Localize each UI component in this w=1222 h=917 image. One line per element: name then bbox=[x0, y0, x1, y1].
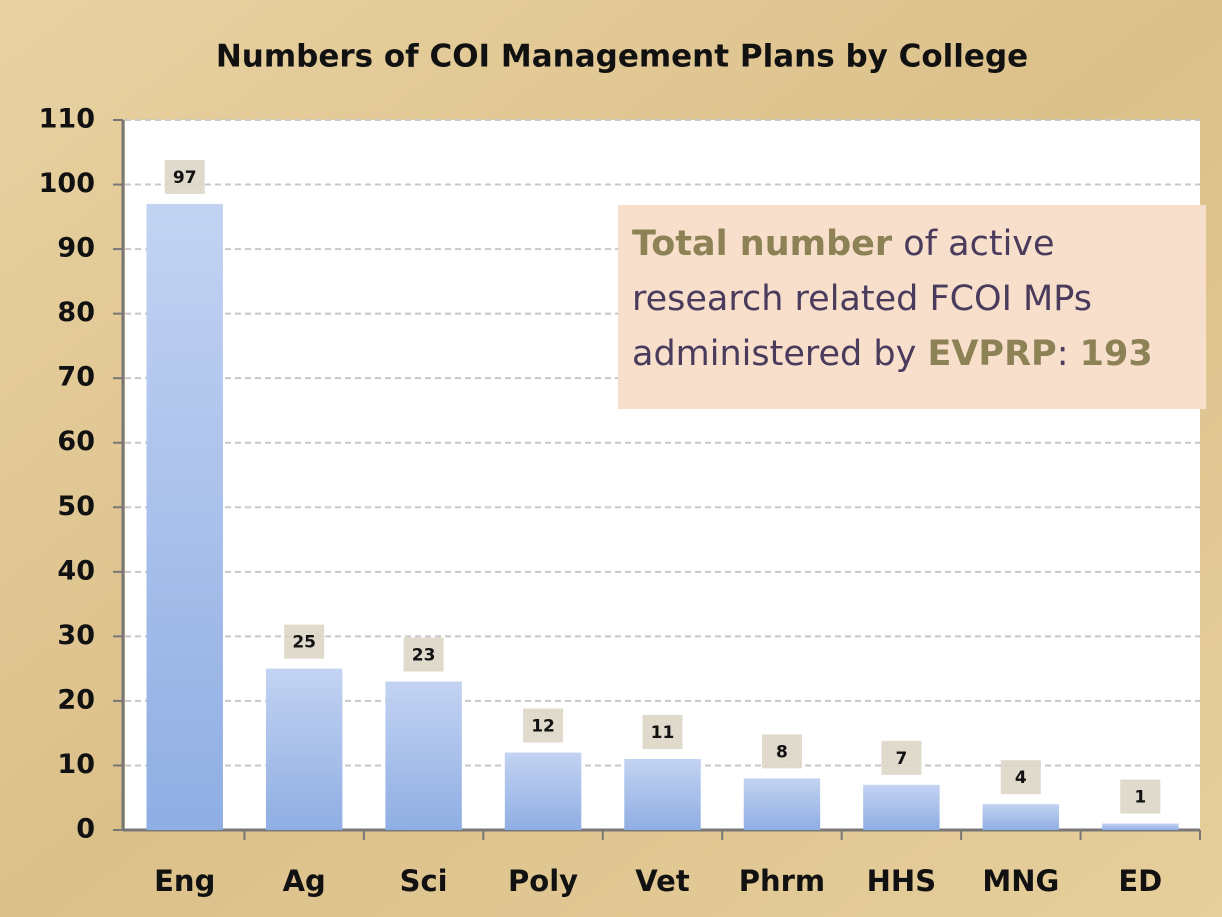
x-tick-label: Phrm bbox=[739, 864, 825, 898]
value-label-box bbox=[642, 715, 683, 749]
y-tick-label: 0 bbox=[76, 814, 95, 845]
bar bbox=[385, 681, 462, 830]
value-label-box bbox=[284, 624, 325, 659]
bar bbox=[863, 784, 940, 830]
value-label: 23 bbox=[412, 646, 436, 666]
bar bbox=[504, 752, 582, 830]
y-tick-label: 90 bbox=[57, 233, 95, 264]
annotation-text: Total number bbox=[632, 224, 893, 264]
bar bbox=[146, 203, 223, 831]
bar bbox=[1102, 823, 1179, 830]
y-tick-label: 70 bbox=[57, 362, 95, 393]
x-tick-label: ED bbox=[1118, 864, 1162, 898]
value-label-box bbox=[1000, 760, 1041, 795]
value-label: 11 bbox=[651, 723, 675, 743]
value-label: 8 bbox=[776, 742, 788, 762]
value-label-box bbox=[761, 734, 802, 769]
bar bbox=[743, 778, 821, 830]
value-label: 25 bbox=[292, 633, 316, 653]
y-tick-label: 50 bbox=[57, 491, 95, 522]
annotation-text: : bbox=[1056, 334, 1080, 374]
annotation-text: 193 bbox=[1079, 334, 1153, 374]
x-tick-label: MNG bbox=[982, 864, 1059, 898]
y-tick-label: 60 bbox=[57, 426, 95, 457]
x-tick-label: Eng bbox=[154, 864, 215, 898]
y-tick-label: 100 bbox=[39, 168, 95, 199]
y-tick-label: 20 bbox=[57, 684, 95, 715]
value-label-box bbox=[881, 740, 922, 775]
y-tick-label: 110 bbox=[39, 104, 95, 135]
bar bbox=[982, 804, 1060, 830]
annotation-text: EVPRP bbox=[927, 334, 1057, 374]
y-tick-label: 30 bbox=[57, 620, 95, 651]
value-label-box bbox=[1120, 779, 1161, 814]
value-label: 1 bbox=[1134, 788, 1146, 808]
x-tick-label: Sci bbox=[400, 864, 448, 898]
bar bbox=[624, 759, 701, 830]
x-tick-label: Ag bbox=[283, 864, 326, 898]
annotation: Total number of active research related … bbox=[618, 205, 1206, 409]
value-label-box bbox=[523, 708, 564, 743]
y-tick-label: 40 bbox=[57, 555, 95, 586]
y-tick-label: 80 bbox=[57, 297, 95, 328]
bar bbox=[265, 668, 343, 830]
value-label: 12 bbox=[531, 717, 555, 737]
value-label: 97 bbox=[173, 168, 197, 188]
annotation-text: of active research related FCOI MPs admi… bbox=[632, 224, 1104, 374]
x-tick-label: HHS bbox=[867, 864, 936, 898]
value-label: 4 bbox=[1015, 768, 1027, 788]
value-label: 7 bbox=[895, 749, 907, 769]
value-label-box bbox=[403, 637, 444, 672]
value-label-box bbox=[164, 159, 205, 194]
x-tick-label: Poly bbox=[508, 864, 578, 898]
y-tick-label: 10 bbox=[57, 749, 95, 780]
x-tick-label: Vet bbox=[635, 864, 690, 898]
chart-title: Numbers of COI Management Plans by Colle… bbox=[216, 39, 1028, 75]
